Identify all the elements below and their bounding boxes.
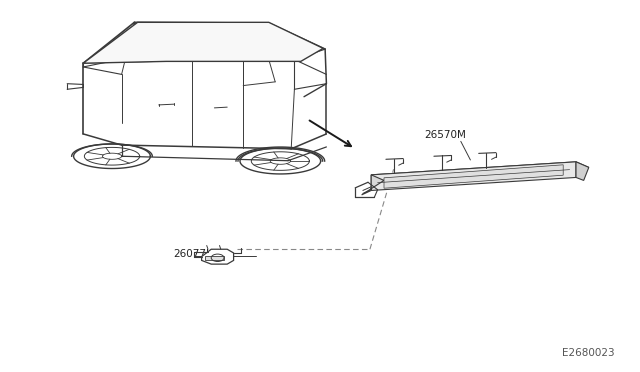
Polygon shape bbox=[205, 256, 224, 260]
Polygon shape bbox=[202, 249, 234, 264]
Polygon shape bbox=[371, 162, 589, 180]
Polygon shape bbox=[371, 162, 576, 190]
Polygon shape bbox=[384, 165, 563, 188]
Text: 26570M: 26570M bbox=[424, 129, 466, 140]
Text: E2680023: E2680023 bbox=[562, 348, 614, 358]
Polygon shape bbox=[83, 22, 323, 63]
Text: 26077H: 26077H bbox=[173, 249, 214, 259]
Polygon shape bbox=[362, 175, 384, 195]
Polygon shape bbox=[576, 162, 589, 180]
